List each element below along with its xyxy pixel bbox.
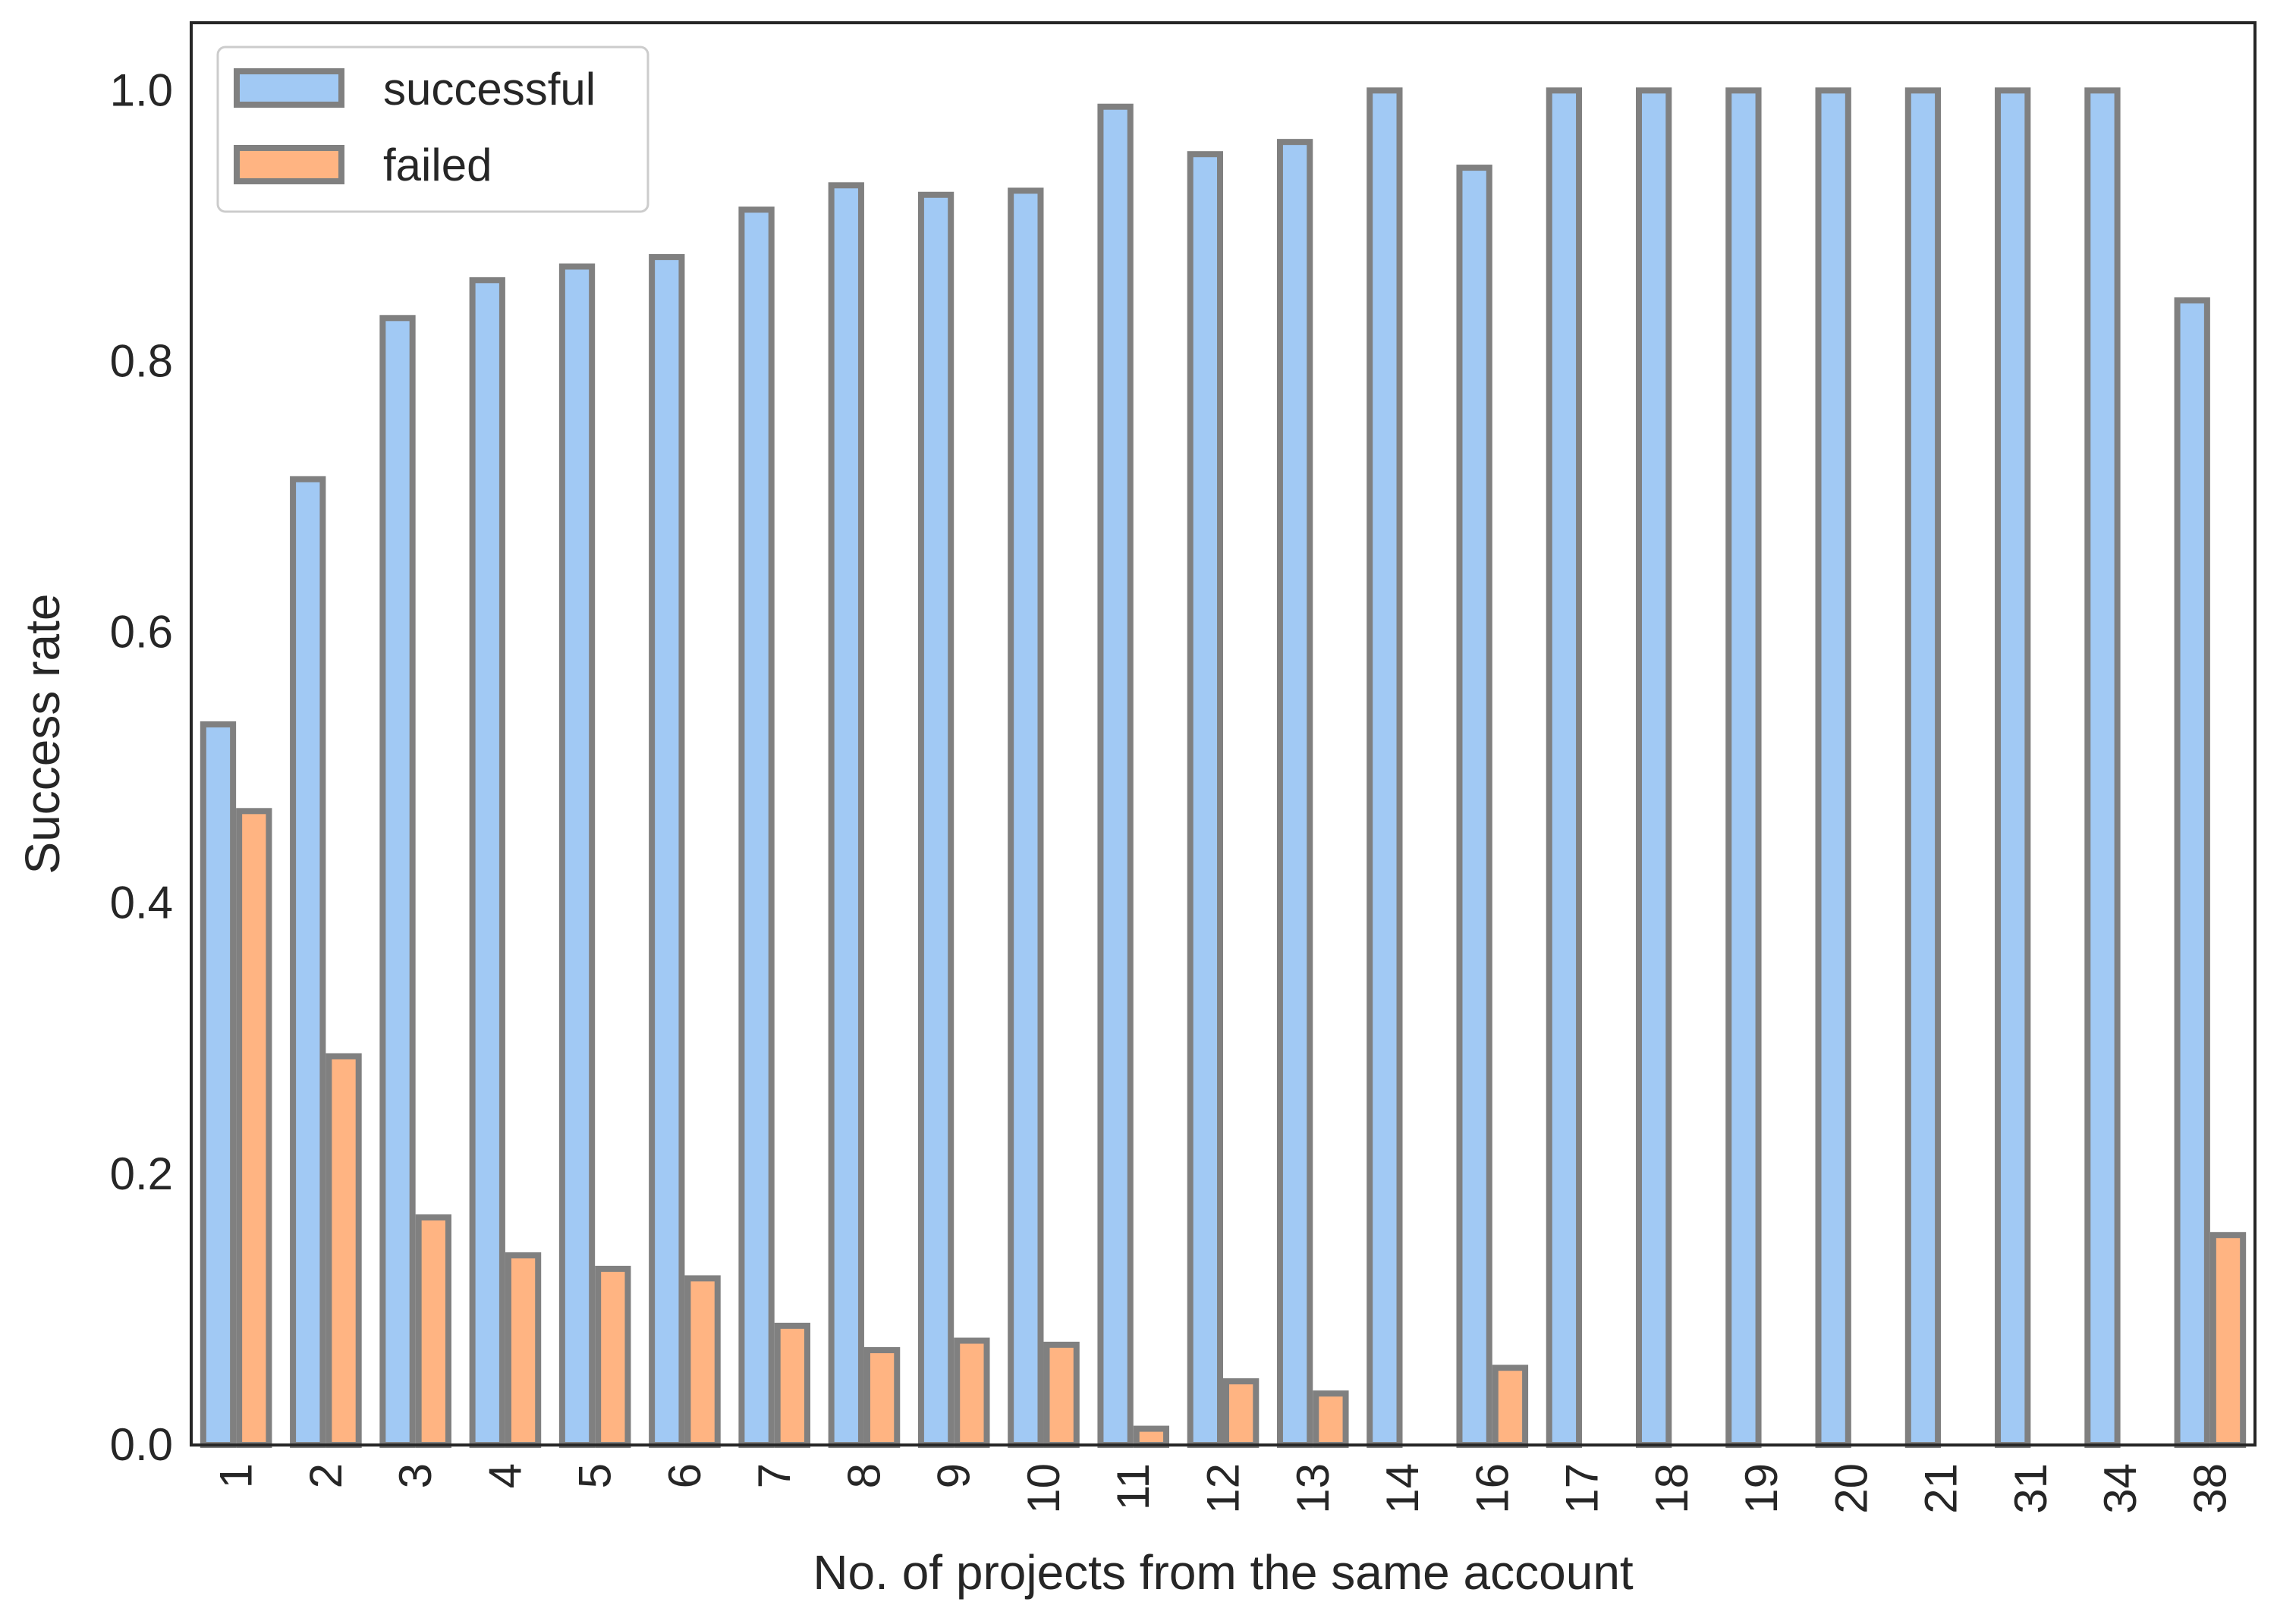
- bar-successful-14: [1367, 87, 1403, 1448]
- x-tick-label: 17: [1557, 1463, 1608, 1514]
- y-axis-label: Success rate: [15, 594, 70, 875]
- x-tick-label: 3: [390, 1463, 441, 1488]
- x-tick-label: 6: [659, 1463, 710, 1488]
- bar-successful-19: [1725, 87, 1762, 1448]
- x-tick-label: 10: [1018, 1463, 1069, 1514]
- bar-failed-38: [2209, 1232, 2247, 1448]
- bar-successful-17: [1546, 87, 1583, 1448]
- x-tick-label: 8: [838, 1463, 889, 1488]
- x-tick-label: 21: [1916, 1463, 1967, 1514]
- y-tick-label: 0.2: [110, 1148, 173, 1199]
- x-tick-label: 14: [1377, 1463, 1428, 1514]
- bar-successful-1: [200, 721, 237, 1448]
- bar-failed-3: [415, 1214, 451, 1448]
- bar-failed-6: [684, 1275, 721, 1449]
- x-tick-label: 11: [1108, 1463, 1159, 1510]
- bar-successful-18: [1636, 87, 1672, 1448]
- bar-failed-4: [505, 1252, 542, 1448]
- bar-failed-13: [1313, 1390, 1349, 1448]
- y-tick-label: 1.0: [110, 64, 173, 115]
- bar-successful-8: [828, 182, 864, 1448]
- bar-successful-11: [1097, 103, 1134, 1449]
- bar-successful-13: [1276, 139, 1313, 1449]
- bar-failed-11: [1133, 1425, 1170, 1448]
- x-tick-label: 20: [1826, 1463, 1876, 1514]
- bar-successful-20: [1815, 87, 1851, 1448]
- x-tick-label: 34: [2095, 1463, 2146, 1514]
- y-tick-label: 0.0: [110, 1419, 173, 1470]
- bar-successful-10: [1008, 187, 1044, 1448]
- bar-successful-34: [2084, 87, 2121, 1448]
- x-tick-label: 16: [1467, 1463, 1517, 1514]
- bar-failed-5: [595, 1265, 631, 1449]
- legend-label-successful: successful: [383, 64, 596, 115]
- bar-successful-3: [379, 315, 416, 1448]
- x-tick-label: 5: [570, 1463, 621, 1488]
- bar-successful-9: [917, 191, 955, 1448]
- bar-successful-16: [1456, 165, 1492, 1449]
- bar-successful-31: [1995, 87, 2031, 1448]
- bar-successful-7: [738, 206, 775, 1448]
- x-tick-label: 31: [2005, 1463, 2056, 1514]
- x-tick-label: 4: [480, 1463, 530, 1488]
- plot-frame: [190, 21, 2257, 1447]
- x-tick-label: 18: [1646, 1463, 1697, 1514]
- bar-failed-9: [954, 1337, 990, 1448]
- bars-layer: [200, 87, 2247, 1449]
- x-tick-label: 9: [929, 1463, 980, 1488]
- bar-failed-10: [1043, 1341, 1080, 1449]
- bar-successful-6: [649, 253, 685, 1448]
- legend-label-failed: failed: [383, 140, 492, 190]
- bar-successful-21: [1904, 87, 1942, 1448]
- bar-failed-7: [774, 1322, 811, 1449]
- bar-successful-12: [1187, 151, 1224, 1449]
- bar-failed-8: [863, 1347, 901, 1448]
- x-tick-label: 19: [1736, 1463, 1787, 1514]
- bar-successful-38: [2174, 297, 2210, 1449]
- bar-failed-1: [236, 808, 272, 1449]
- x-tick-label: 38: [2184, 1463, 2235, 1514]
- x-axis-ticks: 1 2 3 4 5 6 7 8 9 10 11 12 13 14 16 17 18 19 20 21 31 34 38: [211, 1463, 2236, 1514]
- y-axis-ticks: 0.0 0.2 0.4 0.6 0.8 1.0: [110, 64, 173, 1470]
- bar-successful-4: [469, 277, 505, 1448]
- bar-successful-2: [290, 476, 326, 1448]
- x-axis-label: No. of projects from the same account: [813, 1545, 1634, 1600]
- y-tick-label: 0.6: [110, 607, 173, 658]
- legend: successful failed: [216, 46, 649, 213]
- legend-swatch-failed: [234, 145, 344, 184]
- y-tick-label: 0.8: [110, 335, 173, 386]
- bar-failed-2: [326, 1053, 362, 1448]
- x-tick-label: 13: [1288, 1463, 1338, 1514]
- bar-failed-16: [1492, 1365, 1529, 1448]
- x-tick-label: 12: [1198, 1463, 1249, 1514]
- x-tick-label: 1: [211, 1463, 262, 1488]
- legend-swatch-successful: [234, 68, 344, 108]
- bar-failed-12: [1223, 1378, 1260, 1448]
- x-tick-label: 7: [749, 1463, 800, 1488]
- x-tick-label: 2: [300, 1463, 351, 1488]
- bar-successful-5: [558, 263, 596, 1448]
- y-tick-label: 0.4: [110, 878, 173, 928]
